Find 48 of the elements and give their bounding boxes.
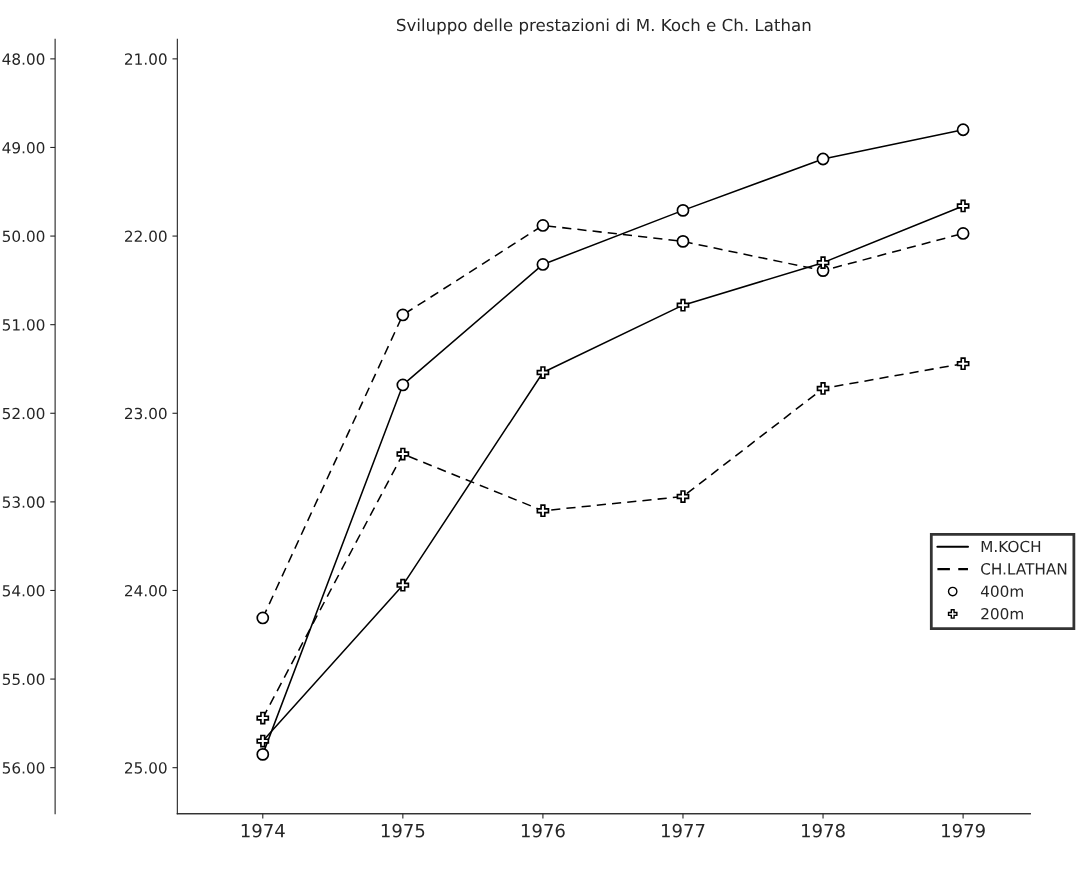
point [676, 234, 690, 248]
y-tick-label: 51.00 [2, 319, 45, 331]
point [396, 447, 410, 461]
y2-tick-label: 22.00 [125, 230, 167, 243]
y-tick-label: 54.00 [2, 584, 45, 597]
point [816, 256, 830, 270]
annotation: 400m [980, 585, 1023, 598]
point [396, 578, 410, 592]
point [956, 357, 970, 371]
x-tick-label: 1974 [241, 823, 285, 838]
point [536, 366, 550, 379]
point [396, 308, 410, 322]
point [816, 382, 830, 395]
point [256, 611, 270, 625]
point [256, 747, 270, 761]
y2-tick-label: 25.00 [125, 762, 167, 774]
point [536, 219, 550, 232]
chart-title: Sviluppo delle prestazioni di M. Koch e Ch. Lathan [396, 18, 811, 35]
point [536, 504, 550, 518]
y-tick-label: 52.00 [2, 407, 45, 420]
point [256, 711, 270, 725]
x-tick-label: 1977 [661, 823, 705, 838]
y-tick-label: 48.00 [2, 53, 45, 65]
point [956, 123, 970, 137]
y-tick-label: 50.00 [2, 230, 45, 243]
y2-tick-label: 21.00 [125, 53, 167, 65]
point [676, 203, 690, 217]
y2-tick-label: 23.00 [125, 407, 167, 420]
y-tick-label: 49.00 [2, 141, 45, 154]
y-tick-label: 53.00 [2, 496, 45, 508]
x-tick-label: 1976 [521, 823, 565, 838]
annotation: 200m [981, 607, 1023, 620]
point [676, 490, 690, 503]
x-tick-label: 1978 [802, 823, 845, 838]
annotation: M.KOCH [981, 540, 1041, 553]
point [396, 378, 410, 392]
y-tick-label: 56.00 [2, 762, 45, 774]
annotation: CH.LATHAN [981, 563, 1067, 575]
point [536, 258, 550, 271]
y2-tick-label: 24.00 [125, 584, 167, 597]
point [816, 152, 830, 166]
x-tick-label: 1979 [942, 823, 985, 838]
x-tick-label: 1975 [381, 823, 425, 838]
point [956, 199, 970, 213]
point [956, 227, 970, 240]
point [256, 734, 270, 748]
point [676, 298, 690, 312]
y-tick-label: 55.00 [2, 673, 45, 686]
